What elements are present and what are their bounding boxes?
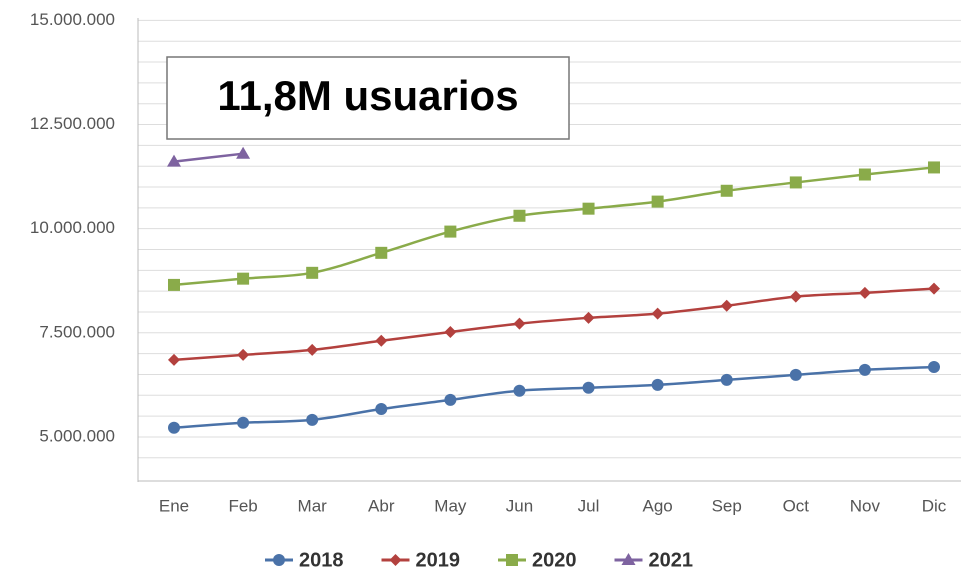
marker (582, 202, 595, 215)
x-tick-label: Mar (298, 496, 328, 515)
marker (789, 290, 802, 303)
marker (237, 416, 250, 429)
marker (928, 161, 940, 174)
marker (513, 384, 526, 397)
marker (621, 553, 636, 565)
x-tick-label: May (434, 496, 467, 515)
marker (651, 307, 664, 320)
legend: 2018 2019 2020 2021 (265, 549, 693, 569)
y-tick-label: 7.500.000 (39, 322, 115, 341)
legend-label: 2021 (649, 549, 694, 569)
x-tick-label: Abr (368, 496, 395, 515)
legend-label: 2019 (416, 549, 461, 569)
legend-label: 2018 (299, 549, 344, 569)
marker (375, 246, 388, 259)
series-line (173, 287, 935, 362)
marker (789, 368, 802, 381)
marker (506, 554, 518, 566)
marker (720, 184, 733, 197)
x-tick-label: Ene (159, 496, 189, 515)
x-tick-label: Dic (922, 496, 947, 515)
legend-label: 2020 (532, 549, 577, 569)
marker (273, 554, 285, 566)
x-tick-label: Nov (850, 496, 881, 515)
marker (928, 282, 940, 295)
marker (858, 168, 871, 181)
marker (237, 348, 250, 361)
series-line (173, 166, 935, 287)
marker (858, 363, 871, 376)
marker (168, 353, 180, 366)
marker (375, 403, 388, 416)
x-tick-label: Oct (783, 496, 810, 515)
y-tick-label: 5.000.000 (39, 426, 115, 445)
marker (582, 311, 595, 324)
marker (789, 176, 802, 189)
marker (582, 381, 595, 394)
marker (167, 154, 181, 167)
series-line (173, 152, 244, 163)
marker (444, 325, 457, 338)
marker (651, 378, 664, 391)
x-tick-label: Jul (578, 496, 600, 515)
marker (513, 317, 526, 330)
y-tick-label: 12.500.000 (30, 114, 115, 133)
series-line (173, 365, 935, 430)
marker (306, 343, 319, 356)
marker (306, 413, 319, 426)
marker (389, 554, 402, 566)
marker (168, 421, 180, 434)
marker (375, 334, 388, 347)
marker (237, 272, 250, 285)
marker (236, 146, 251, 159)
y-tick-label: 15.000.000 (30, 10, 115, 29)
marker (720, 373, 733, 386)
plot (167, 146, 940, 434)
x-tick-label: Feb (228, 496, 257, 515)
marker (651, 195, 664, 208)
marker (858, 286, 871, 299)
marker (928, 360, 940, 373)
x-tick-label: Jun (506, 496, 533, 515)
annotation-box (166, 56, 570, 140)
x-tick-label: Sep (712, 496, 742, 515)
x-tick-label: Ago (643, 496, 673, 515)
marker (444, 225, 457, 238)
y-tick-label: 10.000.000 (30, 218, 115, 237)
marker (720, 299, 733, 312)
marker (168, 278, 180, 291)
marker (513, 209, 526, 222)
marker (444, 393, 457, 406)
annotation: 11,8M usuarios (217, 72, 518, 119)
marker (306, 266, 319, 279)
